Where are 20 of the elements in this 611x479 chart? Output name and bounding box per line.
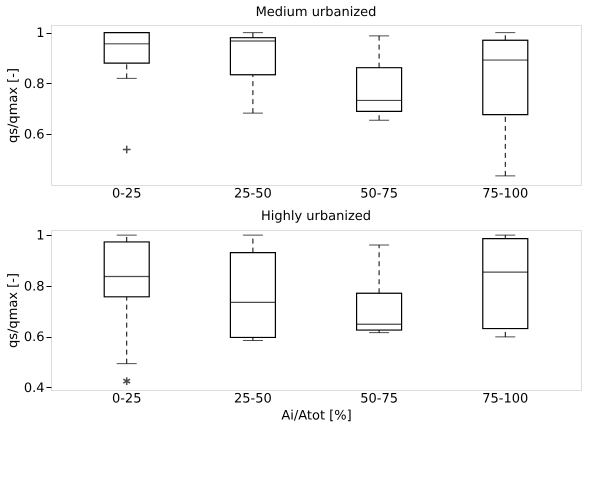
y-tick-label: 0.6 — [24, 128, 44, 143]
x-tick-label: 50-75 — [360, 186, 398, 202]
x-tick-label: 25-50 — [234, 186, 272, 202]
y-tick-label: 0.6 — [24, 330, 44, 346]
y-axis-title: qs/qmax [-] — [6, 273, 21, 348]
y-tick-label: 1 — [36, 26, 44, 42]
y-axis-title: qs/qmax [-] — [6, 68, 21, 143]
x-tick-label: 75-100 — [482, 186, 528, 202]
y-tick-label: 0.8 — [24, 279, 44, 294]
x-tick-label: 0-25 — [112, 392, 142, 406]
chart-title: Medium urbanized — [256, 5, 376, 20]
y-tick-label: 0.8 — [24, 76, 44, 92]
x-tick-label: 75-100 — [482, 392, 528, 406]
x-tick-label: 50-75 — [360, 392, 398, 406]
y-tick-label: 0.4 — [24, 380, 44, 396]
x-tick-label: 25-50 — [234, 392, 272, 406]
y-tick-label: 1 — [36, 228, 44, 244]
x-axis-title: Ai/Atot [%] — [281, 408, 352, 424]
chart-title: Highly urbanized — [260, 209, 372, 224]
x-tick-label: 0-25 — [112, 186, 142, 202]
